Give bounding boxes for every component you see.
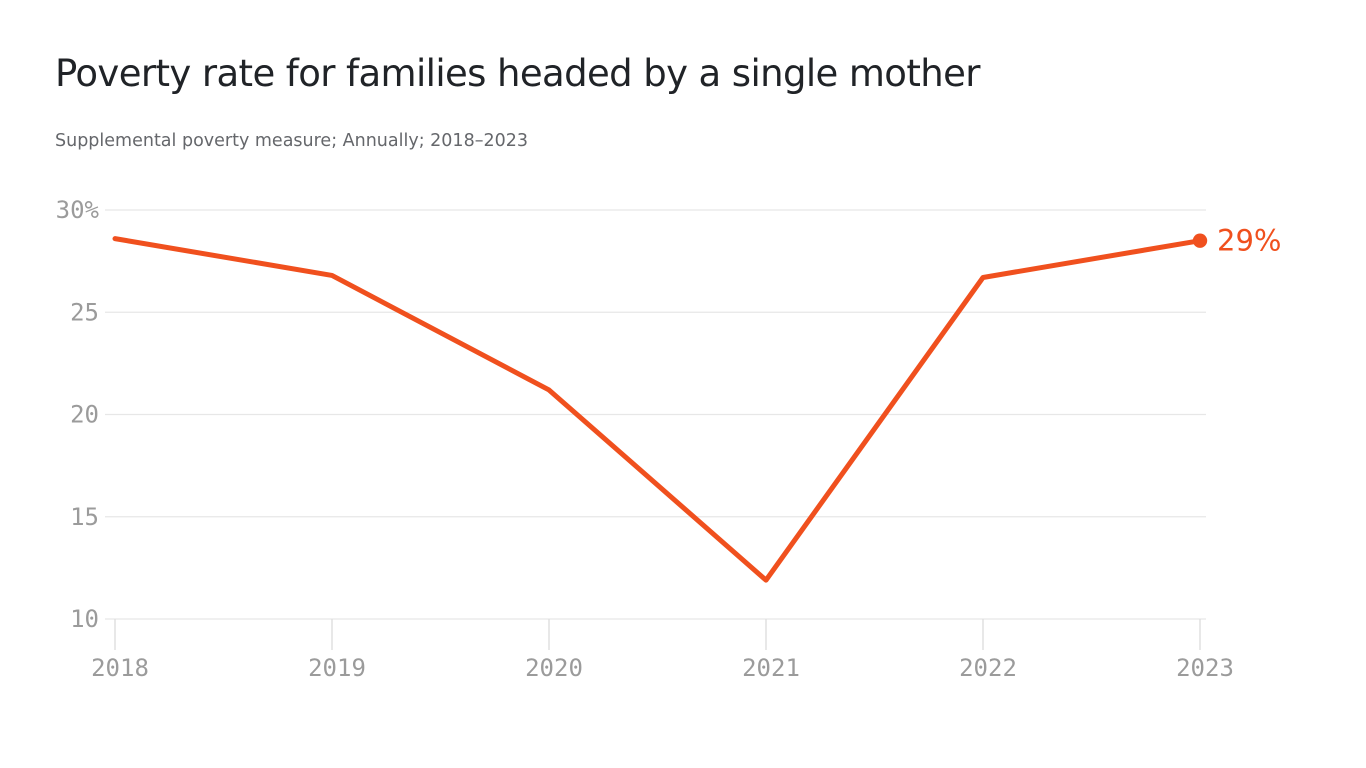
end-point-dot — [1192, 233, 1208, 248]
x-axis-label-2023: 2023 — [1176, 654, 1234, 682]
y-axis-label-15: 15 — [70, 503, 99, 531]
x-axis-label-2019: 2019 — [308, 654, 366, 682]
y-axis-label-10: 10 — [70, 605, 99, 633]
y-axis-label-20: 20 — [70, 401, 99, 429]
x-axis-label-2022: 2022 — [959, 654, 1017, 682]
page-title: Poverty rate for families headed by a si… — [55, 52, 980, 95]
y-axis-label-25: 25 — [70, 298, 99, 326]
x-axis-label-2018: 2018 — [91, 654, 149, 682]
end-value-label: 29% — [1217, 224, 1281, 258]
page-subtitle: Supplemental poverty measure; Annually; … — [55, 131, 528, 151]
x-axis-label-2021: 2021 — [742, 654, 800, 682]
x-axis-label-2020: 2020 — [525, 654, 583, 682]
y-axis-label-30: 30% — [56, 196, 100, 224]
poverty-rate-line — [112, 236, 1203, 583]
